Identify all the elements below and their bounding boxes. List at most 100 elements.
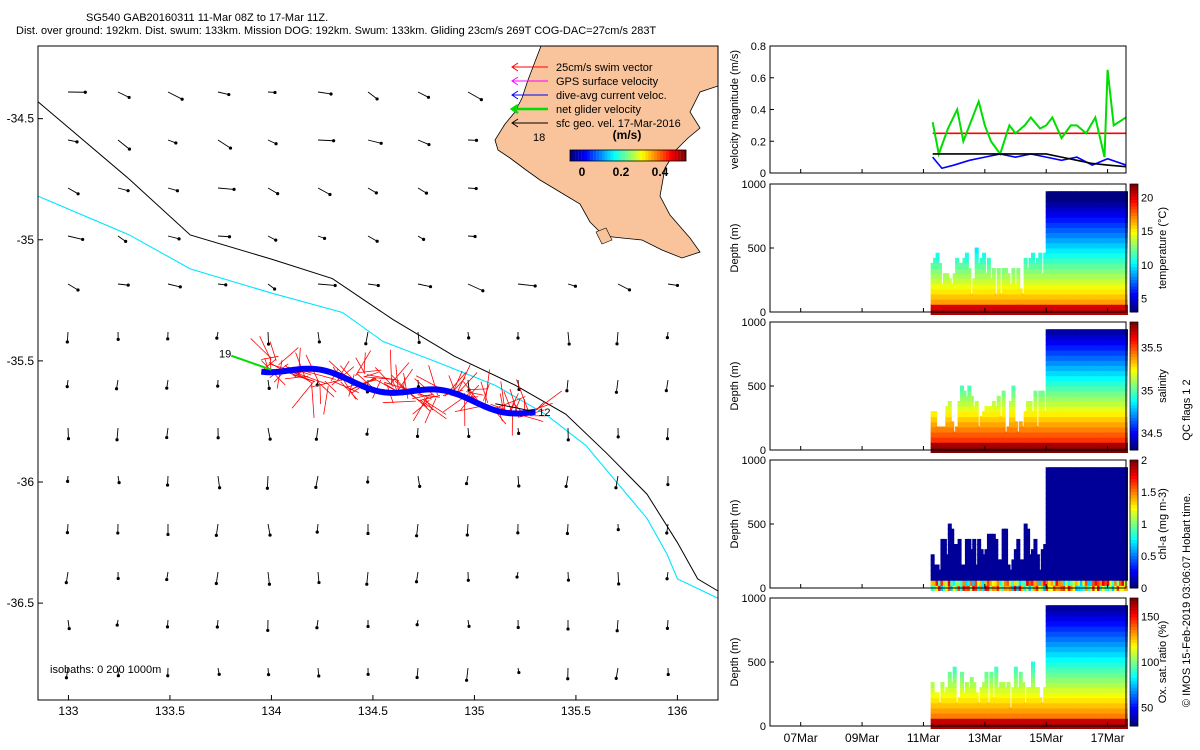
profile-point — [962, 406, 967, 413]
profile-point — [1006, 717, 1011, 724]
profile-point — [1013, 671, 1018, 678]
profile-point — [1089, 262, 1094, 269]
profile-point — [937, 717, 942, 724]
profile-point — [1050, 216, 1055, 223]
profile-point — [1028, 262, 1033, 269]
profile-point — [937, 707, 942, 714]
profile-point — [950, 544, 955, 551]
profile-point — [1075, 221, 1080, 228]
profile-point — [1106, 273, 1111, 280]
geo-vector-head — [274, 142, 278, 146]
profile-point — [1119, 206, 1124, 213]
profile-point — [1062, 503, 1067, 510]
profile-point — [1075, 375, 1080, 382]
profile-point — [1101, 528, 1106, 535]
profile-point — [1053, 201, 1058, 208]
profile-point — [1045, 615, 1050, 622]
profile-point — [1004, 702, 1009, 709]
profile-point — [984, 441, 989, 448]
profile-point — [1084, 518, 1089, 525]
profile-point — [1018, 303, 1023, 310]
profile-point — [1008, 707, 1013, 714]
profile-point — [1119, 518, 1124, 525]
profile-point — [1021, 564, 1026, 571]
profile-point — [1121, 196, 1126, 203]
profile-point — [952, 702, 957, 709]
profile-point — [1008, 411, 1013, 418]
profile-point — [1004, 707, 1009, 714]
profile-point — [1104, 268, 1109, 275]
profile-point — [1055, 354, 1060, 361]
profile-point — [996, 298, 1001, 305]
profile-point — [1111, 293, 1116, 300]
profile-point — [1097, 278, 1102, 285]
profile-point — [1001, 298, 1006, 305]
profile-point — [1070, 569, 1075, 576]
profile-point — [1079, 201, 1084, 208]
profile-point — [1099, 375, 1104, 382]
profile-point — [1067, 278, 1072, 285]
geo-vector-head — [614, 486, 618, 490]
profile-point — [1077, 298, 1082, 305]
colorbar-cell — [1130, 524, 1138, 528]
profile-point — [1097, 390, 1102, 397]
profile-point — [1060, 406, 1065, 413]
profile-point — [1109, 549, 1114, 556]
profile-point — [1119, 385, 1124, 392]
profile-point — [1006, 697, 1011, 704]
profile-point — [1035, 579, 1040, 586]
profile-point — [1072, 216, 1077, 223]
profile-point — [1116, 334, 1121, 341]
profile-point — [1079, 329, 1084, 336]
profile-point — [1008, 421, 1013, 428]
profile-point — [957, 712, 962, 719]
profile-point — [1116, 247, 1121, 254]
colorbar-cell — [1130, 200, 1138, 204]
profile-point — [1038, 406, 1043, 413]
profile-point — [1067, 273, 1072, 280]
profile-point — [964, 538, 969, 545]
profile-point — [1055, 344, 1060, 351]
profile-point — [1072, 564, 1077, 571]
profile-point — [996, 288, 1001, 295]
profile-point — [1045, 538, 1050, 545]
colorbar-cell — [1130, 328, 1138, 333]
profile-point — [1053, 630, 1058, 637]
profile-point — [1023, 303, 1028, 310]
profile-point — [1057, 574, 1062, 581]
profile-point — [1070, 375, 1075, 382]
colorbar-cell — [1130, 357, 1138, 361]
profile-point — [1111, 237, 1116, 244]
profile-point — [1048, 646, 1053, 653]
profile-point — [1067, 242, 1072, 249]
profile-point — [1119, 544, 1124, 551]
profile-point — [1087, 252, 1092, 259]
profile-point — [1089, 268, 1094, 275]
profile-point — [1072, 268, 1077, 275]
profile-point — [1026, 411, 1031, 418]
profile-point — [1050, 646, 1055, 653]
profile-point — [1060, 416, 1065, 423]
profile-point — [964, 544, 969, 551]
profile-point — [1089, 232, 1094, 239]
profile-point — [974, 268, 979, 275]
profile-point — [1060, 431, 1065, 438]
profile-point — [930, 574, 935, 581]
profile-point — [1070, 191, 1075, 198]
panel-frame — [769, 459, 1127, 589]
profile-point — [1013, 426, 1018, 433]
profile-point — [1013, 676, 1018, 683]
profile-point — [1060, 436, 1065, 443]
profile-point — [1114, 497, 1119, 504]
profile-point — [1045, 380, 1050, 387]
profile-point — [942, 544, 947, 551]
profile-point — [962, 395, 967, 402]
profile-point — [991, 702, 996, 709]
profile-point — [979, 687, 984, 694]
swim-vector — [516, 379, 529, 412]
profile-point — [1018, 692, 1023, 699]
profile-point — [957, 411, 962, 418]
profile-point — [979, 262, 984, 269]
profile-point — [1057, 559, 1062, 566]
profile-point — [1060, 646, 1065, 653]
